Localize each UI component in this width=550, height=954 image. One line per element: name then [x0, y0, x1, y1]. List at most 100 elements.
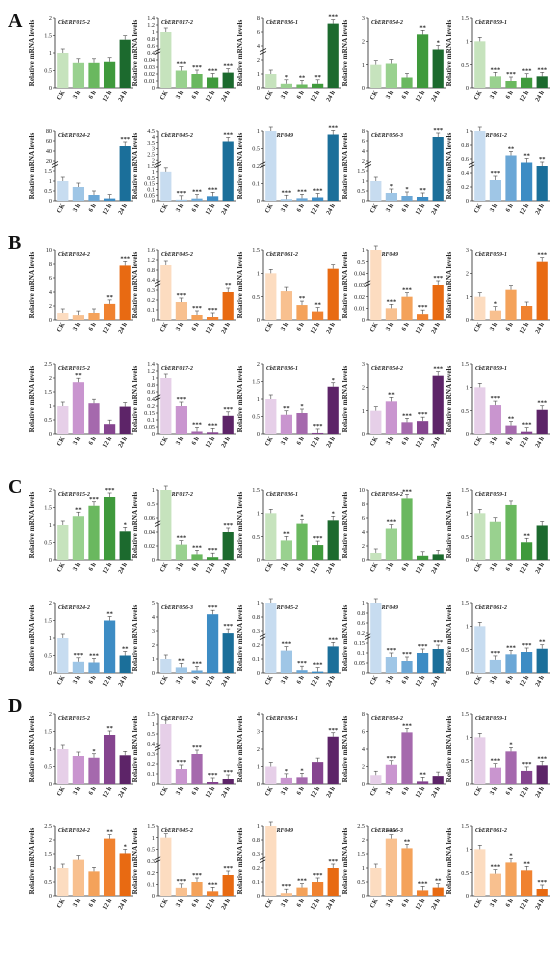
category-label: 12 h — [204, 202, 216, 216]
category-label: 12 h — [204, 321, 216, 335]
bar — [119, 146, 131, 201]
y-tick-label: 0.5 — [252, 146, 260, 153]
category-label: CK — [264, 786, 275, 798]
chart-title: CbERF061-2 — [266, 252, 298, 258]
category-label: CK — [369, 322, 380, 334]
y-tick-label: 0.15 — [144, 181, 155, 188]
y-tick-label: 2 — [362, 837, 365, 844]
bar — [222, 633, 234, 673]
chart-35: 0 0.5 1 1.5 Relative mRNA levels CbERF059-1 CK… — [445, 711, 550, 799]
category-label: 24 h — [534, 674, 546, 688]
y-axis-label: Relative mRNA levels — [341, 251, 349, 318]
bar — [175, 769, 188, 784]
y-axis-label: Relative mRNA levels — [131, 827, 139, 894]
significance-label: *** — [177, 61, 187, 68]
y-axis-label: Relative mRNA levels — [28, 365, 36, 432]
chart-title: CbERF017-2 — [161, 366, 193, 372]
y-tick-label: 0.1 — [147, 307, 155, 314]
category-label: 24 h — [430, 561, 442, 575]
category-label: CK — [56, 898, 67, 910]
axis-break — [154, 394, 162, 398]
y-tick-label: 1.5 — [44, 33, 52, 40]
significance-label: *** — [387, 298, 397, 305]
significance-label: *** — [223, 406, 233, 413]
significance-label: * — [437, 40, 440, 47]
significance-label: *** — [89, 496, 99, 503]
category-label: 12 h — [518, 561, 530, 575]
significance-label: ** — [523, 153, 530, 160]
y-tick-label: 80 — [46, 128, 52, 135]
y-tick-label: 1 — [466, 847, 469, 854]
category-label: CK — [56, 786, 67, 798]
chart-21: 0 0.5 1 1.5 2 Relative mRNA levels CbERF015-2 C… — [28, 487, 133, 575]
y-axis-label: Relative mRNA levels — [28, 491, 36, 558]
y-tick-label: 2.5 — [147, 152, 155, 159]
axis-break — [364, 164, 372, 168]
y-tick-label: 1.5 — [357, 168, 365, 175]
bar — [474, 387, 486, 434]
category-label: CK — [264, 562, 275, 574]
bar — [505, 289, 517, 320]
chart-title: CbERF056-3 — [371, 828, 403, 834]
bar — [505, 81, 517, 88]
category-label: 24 h — [220, 202, 232, 216]
chart-3: 0 1 2 4 6 8 Relative mRNA levels CbERF036-1 CK * 3… — [236, 14, 341, 103]
y-tick-label: 1 — [466, 735, 469, 742]
bar — [311, 762, 324, 784]
axis-break — [259, 164, 267, 168]
category-label: 12 h — [518, 897, 530, 911]
significance-label: *** — [192, 64, 202, 71]
y-tick-label: 2 — [49, 600, 52, 607]
significance-label: *** — [223, 132, 233, 139]
bar — [416, 34, 429, 88]
chart-30: 0 0.5 1 1.5 Relative mRNA levels CbERF061-2 CK… — [445, 600, 550, 688]
y-tick-label: 0.3 — [147, 751, 155, 758]
y-tick-label: 2 — [362, 543, 365, 550]
category-label: 6 h — [400, 785, 410, 796]
category-label: 24 h — [117, 435, 129, 449]
category-label: 12 h — [101, 435, 113, 449]
bar — [536, 525, 548, 560]
bar — [206, 77, 219, 88]
significance-label: *** — [208, 422, 218, 429]
bar — [401, 196, 413, 201]
y-tick-label: 1 — [257, 71, 260, 78]
category-label: 24 h — [325, 897, 337, 911]
significance-label: *** — [297, 660, 307, 667]
category-label: 6 h — [400, 435, 410, 446]
significance-label: ** — [419, 187, 426, 194]
y-tick-label: 0.6 — [147, 43, 155, 50]
category-label: CK — [159, 436, 170, 448]
category-label: CK — [473, 322, 484, 334]
axis-break — [154, 744, 162, 748]
y-axis-label: Relative mRNA levels — [236, 827, 244, 894]
y-tick-label: 1 — [362, 865, 365, 872]
bar — [296, 670, 308, 673]
bar — [88, 313, 100, 320]
bar — [57, 53, 69, 88]
bar — [72, 516, 85, 560]
y-tick-label: 1.5 — [461, 361, 469, 368]
y-tick-label: 0.02 — [354, 294, 365, 301]
significance-label: *** — [402, 488, 412, 495]
y-tick-label: 8 — [257, 15, 260, 22]
y-tick-label: 0 — [362, 198, 365, 205]
y-tick-label: 0 — [257, 317, 260, 324]
y-tick-label: 2 — [257, 746, 260, 753]
y-tick-label: 0.8 — [357, 610, 365, 617]
category-label: CK — [369, 203, 380, 215]
category-label: CK — [473, 675, 484, 687]
chart-title: CbERF017-2 — [161, 20, 193, 26]
bar — [489, 76, 502, 88]
bar — [103, 497, 116, 560]
panel-label-a: A — [8, 10, 23, 32]
y-axis-label: Relative mRNA levels — [131, 715, 139, 782]
category-label: 6 h — [504, 435, 514, 446]
significance-label: *** — [418, 411, 428, 418]
significance-label: *** — [192, 744, 202, 751]
category-label: 6 h — [87, 435, 97, 446]
bar — [311, 197, 324, 201]
significance-label: * — [92, 748, 95, 755]
bar — [296, 777, 308, 784]
